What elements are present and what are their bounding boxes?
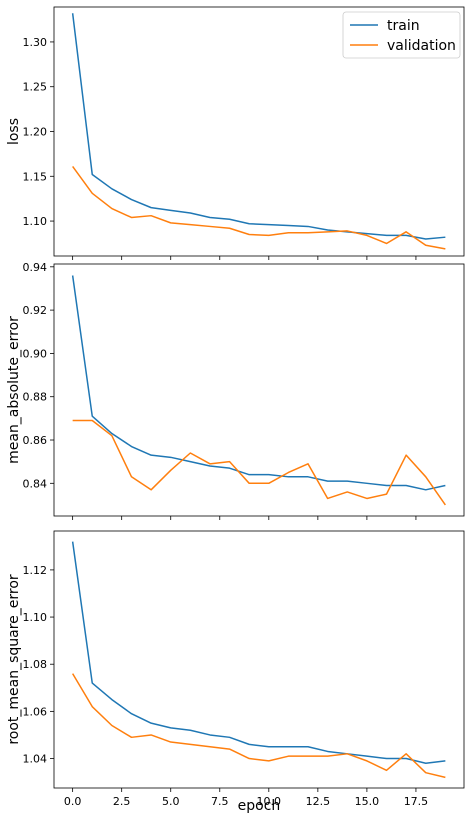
plot-3-axes-frame [53, 530, 465, 789]
plot-1-y-tick-label: 1.25 [23, 81, 48, 94]
plot-1-y-tick-label: 1.10 [23, 215, 48, 228]
plot-3-x-tick-label: 2.5 [113, 795, 131, 808]
x-axis-label: epoch [238, 798, 281, 814]
plot-2-y-tick-label: 0.86 [23, 434, 48, 447]
plot-3-y-tick-label: 1.12 [23, 564, 48, 577]
plot-2-series-validation-line [72, 419, 446, 506]
plot-2-y-axis-label: mean_absolute_error [6, 316, 22, 464]
plot-3-x-tick-label: 17.5 [404, 795, 429, 808]
plot-2-y-tick-label: 0.94 [23, 261, 48, 274]
legend-label-validation: validation [387, 38, 456, 54]
plot-2-axes-frame [53, 263, 465, 517]
plot-3-y-tick-label: 1.06 [23, 705, 48, 718]
plot-3-x-tick-label: 10.0 [257, 795, 282, 808]
plot-3-x-tick-label: 7.5 [211, 795, 229, 808]
plot-3-y-tick-label: 1.10 [23, 611, 48, 624]
plot-2-y-tick-label: 0.84 [23, 477, 48, 490]
plot-3-y-tick-label: 1.04 [23, 753, 48, 766]
plot-2-y-tick-label: 0.88 [23, 391, 48, 404]
plot-2-y-tick-label: 0.90 [23, 347, 48, 360]
legend-label-train: train [387, 18, 420, 34]
plot-3-y-tick-label: 1.08 [23, 658, 48, 671]
plot-2-series-train-line [71, 275, 446, 491]
plot-3-x-tick-label: 0.0 [64, 795, 82, 808]
plot-1-y-tick-label: 1.30 [23, 36, 48, 49]
plot-3-x-tick-label: 12.5 [306, 795, 331, 808]
plot-1-y-tick-label: 1.20 [23, 126, 48, 139]
plot-1-y-axis-label: loss [6, 118, 22, 145]
legend-box [342, 11, 461, 59]
plot-3-y-axis-label: root_mean_square_error [6, 574, 22, 745]
plot-2-y-tick-label: 0.92 [23, 304, 48, 317]
plot-3-series-train-line [71, 541, 446, 764]
plot-3-x-tick-label: 5.0 [162, 795, 180, 808]
plot-1-series-validation-line [72, 165, 446, 250]
plot-3-x-tick-label: 15.0 [355, 795, 380, 808]
plot-1-series-train-line [71, 13, 446, 240]
plot-3-series-validation-line [71, 673, 446, 779]
plot-1-y-tick-label: 1.15 [23, 170, 48, 183]
